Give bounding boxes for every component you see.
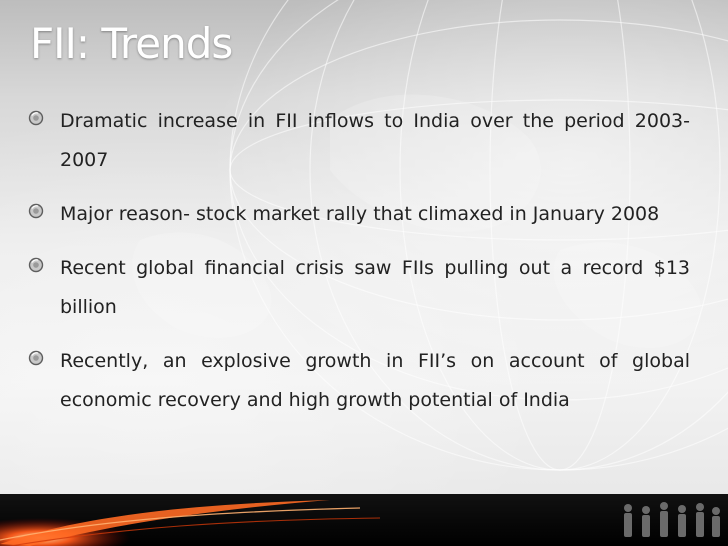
round-bullet-icon	[28, 257, 44, 273]
bullet-item: Recently, an explosive growth in FII’s o…	[28, 342, 690, 420]
red-glow-swoosh	[0, 500, 381, 546]
footer-graphic	[0, 500, 720, 546]
round-bullet-icon	[28, 110, 44, 126]
bullet-text: Dramatic increase in FII inflows to Indi…	[60, 110, 690, 171]
business-people-silhouette-icon	[624, 502, 720, 537]
bullet-list: Dramatic increase in FII inflows to Indi…	[28, 102, 690, 435]
bullet-text: Recent global financial crisis saw FIIs …	[60, 257, 690, 318]
round-bullet-icon	[28, 350, 44, 366]
bullet-text: Major reason- stock market rally that cl…	[60, 203, 660, 225]
footer-band	[0, 494, 728, 546]
bullet-item: Recent global financial crisis saw FIIs …	[28, 249, 690, 327]
bullet-item: Dramatic increase in FII inflows to Indi…	[28, 102, 690, 180]
bullet-text: Recently, an explosive growth in FII’s o…	[60, 350, 690, 411]
slide-title: FII: Trends	[30, 19, 233, 68]
bullet-item: Major reason- stock market rally that cl…	[28, 195, 690, 234]
round-bullet-icon	[28, 203, 44, 219]
